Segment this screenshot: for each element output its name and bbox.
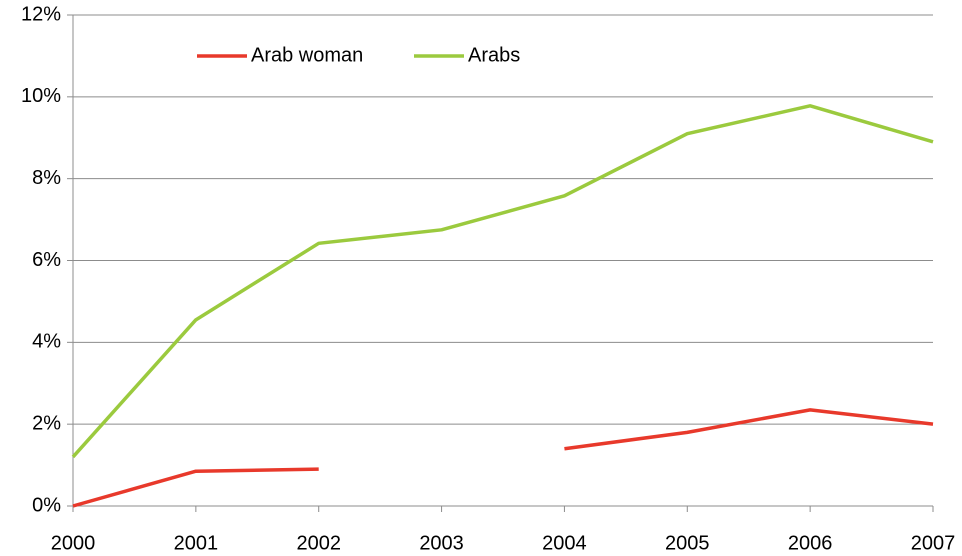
x-tick-label: 2000 <box>51 532 96 554</box>
series-line <box>72 467 319 508</box>
x-tick-label: 2004 <box>542 532 587 554</box>
x-tick-label: 2006 <box>788 532 833 554</box>
series-line <box>564 408 934 451</box>
y-tick-label: 12% <box>21 3 61 25</box>
y-tick-label: 4% <box>32 331 61 353</box>
x-tick-label: 2001 <box>174 532 219 554</box>
x-tick-label: 2005 <box>665 532 710 554</box>
legend-label: Arabs <box>468 44 520 66</box>
x-tick-label: 2003 <box>419 532 464 554</box>
series-line <box>71 104 934 459</box>
legend-label: Arab woman <box>251 44 363 66</box>
y-tick-label: 10% <box>21 85 61 107</box>
y-tick-label: 0% <box>32 494 61 516</box>
x-tick-label: 2007 <box>911 532 956 554</box>
y-tick-label: 2% <box>32 412 61 434</box>
y-tick-label: 8% <box>32 167 61 189</box>
y-tick-label: 6% <box>32 249 61 271</box>
x-tick-label: 2002 <box>296 532 341 554</box>
